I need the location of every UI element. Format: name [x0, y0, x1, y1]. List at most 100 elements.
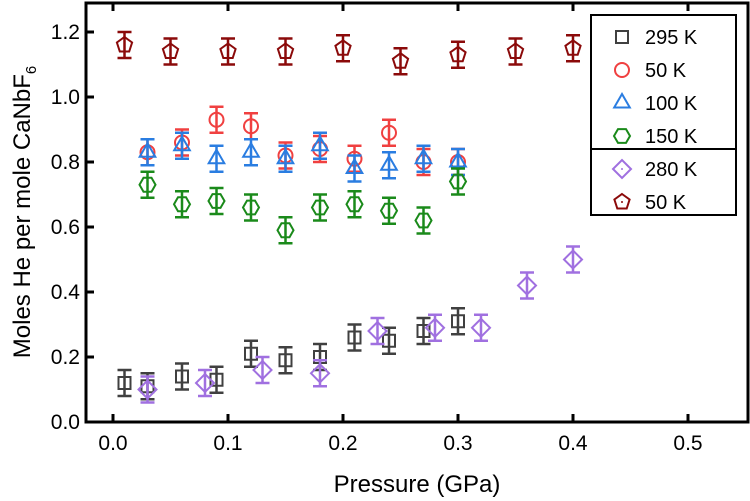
marker-triangle: [413, 147, 434, 165]
data-point: [309, 359, 331, 388]
marker-dot: [319, 372, 321, 375]
marker-triangle: [206, 147, 227, 165]
error-bar: [209, 105, 224, 134]
error-bar: [347, 323, 362, 352]
data-point: [506, 37, 525, 66]
data-point: [347, 323, 362, 352]
x-tick-label: 0.2: [328, 432, 357, 455]
data-point: [424, 313, 446, 342]
marker-pentagon: [276, 42, 295, 59]
marker-triangle: [448, 151, 468, 168]
x-tick-label: 0.3: [443, 432, 472, 455]
marker-pentagon: [391, 51, 410, 69]
series-1: [139, 105, 466, 177]
marker-triangle: [275, 147, 296, 165]
error-bar: [382, 118, 396, 147]
y-tick-label: 0.8: [51, 151, 80, 174]
data-point: [516, 271, 538, 300]
error-bar: [416, 206, 431, 235]
legend-item: 50 K: [613, 192, 687, 214]
data-point: [562, 245, 584, 274]
legend-marker-hexagon: [612, 128, 632, 144]
data-point: [244, 339, 258, 368]
marker-circle: [381, 124, 397, 141]
marker-dot: [514, 50, 517, 53]
data-point: [194, 368, 216, 398]
marker-pentagon: [564, 39, 582, 56]
data-point: [379, 151, 399, 180]
error-bar: [244, 339, 258, 368]
y-tick-label: 0.4: [51, 281, 81, 304]
y-tick-label: 0.0: [51, 411, 80, 434]
series-0: [117, 307, 465, 401]
x-tick-label: 0.4: [558, 432, 588, 455]
data-point: [367, 316, 388, 346]
marker-circle: [208, 111, 225, 128]
y-tick-label: 0.6: [51, 216, 80, 239]
marker-pentagon: [334, 39, 352, 56]
legend-marker-diamond: [611, 158, 633, 180]
legend-marker-triangle: [612, 92, 632, 109]
data-point: [137, 375, 158, 404]
marker-dot: [146, 388, 149, 391]
error-bar: [313, 193, 327, 222]
data-point: [241, 138, 261, 167]
marker-hexagon: [241, 199, 261, 216]
marker-dot: [399, 60, 402, 63]
marker-dot: [572, 47, 574, 50]
legend-item: 295 K: [615, 27, 698, 49]
error-bar: [244, 112, 258, 141]
marker-square: [244, 346, 258, 361]
data-point: [310, 131, 330, 160]
data-point: [137, 138, 158, 167]
marker-square: [175, 369, 189, 384]
marker-triangle: [379, 154, 399, 171]
data-point: [470, 313, 492, 342]
error-bar: [382, 326, 396, 355]
error-bar: [451, 307, 465, 336]
marker-dot: [342, 47, 344, 50]
marker-diamond: [137, 379, 158, 400]
legend: 295 K 50 K 100 K 150 K 280 K 50 K: [590, 14, 737, 216]
marker-hexagon: [310, 199, 330, 216]
data-point: [172, 190, 192, 219]
marker-square: [347, 330, 362, 345]
marker-dot: [261, 369, 264, 371]
series-4: [137, 245, 584, 404]
marker-triangle: [344, 157, 365, 174]
marker-triangle: [310, 134, 330, 152]
error-bar: [140, 170, 155, 199]
x-tick-label: 0.5: [673, 432, 702, 455]
marker-dot: [376, 330, 379, 332]
data-point: [334, 34, 352, 63]
marker-dot: [169, 50, 172, 53]
marker-dot: [204, 382, 206, 384]
data-point: [564, 34, 582, 63]
error-bar: [117, 368, 132, 398]
marker-dot: [227, 50, 229, 53]
legend-label: 50 K: [645, 192, 687, 214]
error-bar: [209, 186, 224, 216]
data-point: [252, 355, 273, 385]
data-point: [310, 193, 330, 222]
data-point: [276, 37, 295, 66]
data-point: [449, 40, 467, 69]
data-point: [276, 216, 295, 245]
x-axis-label: Pressure (GPa): [334, 471, 501, 498]
data-point: [138, 170, 157, 199]
marker-diamond: [309, 362, 331, 384]
marker-dot: [526, 284, 528, 287]
series-3: [138, 167, 468, 245]
legend-label: 100 K: [645, 93, 698, 115]
x-tick-label: 0.0: [98, 432, 127, 455]
error-bar: [209, 365, 224, 394]
data-point: [344, 154, 365, 183]
legend-label: 50 K: [645, 60, 687, 82]
data-point: [241, 193, 261, 222]
marker-hexagon: [207, 193, 226, 209]
data-point: [117, 368, 132, 398]
legend-marker-square: [615, 30, 629, 44]
data-point: [207, 186, 226, 216]
data-point: [243, 112, 259, 141]
